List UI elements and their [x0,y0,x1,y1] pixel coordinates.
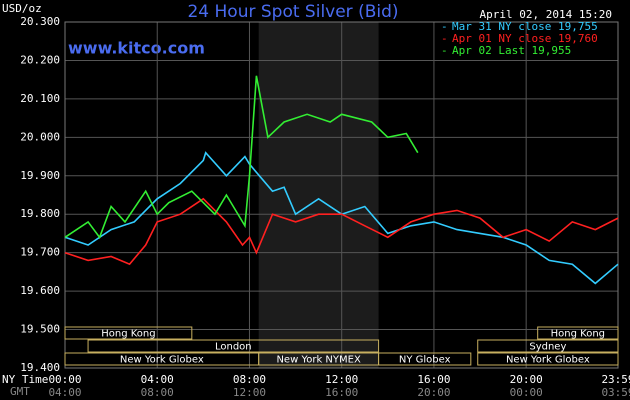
x2-tick-label: 20:00 [417,386,450,399]
chart-title: 24 Hour Spot Silver (Bid) [187,2,398,22]
y-tick-label: 19.800 [20,207,60,220]
session-label: London [215,342,252,353]
session-label: New York NYMEX [276,355,361,366]
series-line [64,151,619,285]
x2-tick-label: 08:00 [141,386,174,399]
x2-tick-label: 03:59 [601,386,630,399]
plot-frame [64,21,619,369]
legend-label: Apr 01 NY close 19,760 [452,32,598,45]
x-tick-label: 08:00 [233,373,266,386]
session-label: Hong Kong [101,329,155,340]
x-tick-label: 00:00 [48,373,81,386]
y-tick-label: 19.500 [20,323,60,336]
legend-marker: - [441,32,448,45]
session-box [64,326,193,340]
y-tick-label: 20.000 [20,130,60,143]
session-label: New York Globex [120,355,204,366]
x-tick-label: 04:00 [141,373,174,386]
y-axis-label: USD/oz [2,2,42,15]
legend-label: Mar 31 NY close 19,755 [452,20,598,33]
y-tick-label: 20.200 [20,53,60,66]
x2-tick-label: 00:00 [510,386,543,399]
y-tick-label: 20.100 [20,92,60,105]
x2-tick-label: 04:00 [48,386,81,399]
y-tick-label: 19.700 [20,246,60,259]
session-label: Hong Kong [551,329,605,340]
x2-tick-label: 16:00 [325,386,358,399]
y-tick-label: 19.400 [20,361,60,374]
x-tick-label: 12:00 [325,373,358,386]
session-box [87,339,380,353]
x-tick-label: 20:00 [510,373,543,386]
x-tick-label: 16:00 [417,373,450,386]
session-label: NY Globex [399,355,451,366]
x-axis-label: NY Time [2,373,48,386]
series-line [64,197,619,266]
x2-tick-label: 12:00 [233,386,266,399]
x2-axis-label: GMT [10,385,30,398]
session-box [477,339,619,353]
timestamp: April 02, 2014 15:20 [480,8,612,21]
session-box [537,326,619,340]
legend-label: Apr 02 Last 19,955 [452,44,571,57]
legend-marker: - [441,44,448,57]
session-label: Sydney [529,342,566,353]
session-box [378,352,472,366]
watermark: www.kitco.com [68,39,205,58]
y-tick-label: 19.600 [20,284,60,297]
session-label: New York Globex [506,355,590,366]
y-tick-label: 20.300 [20,15,60,28]
y-tick-label: 19.900 [20,169,60,182]
session-shade [258,22,379,368]
x-tick-label: 23:59 [601,373,630,386]
series-line [64,75,419,239]
session-box [477,352,619,366]
legend-marker: - [441,20,448,33]
